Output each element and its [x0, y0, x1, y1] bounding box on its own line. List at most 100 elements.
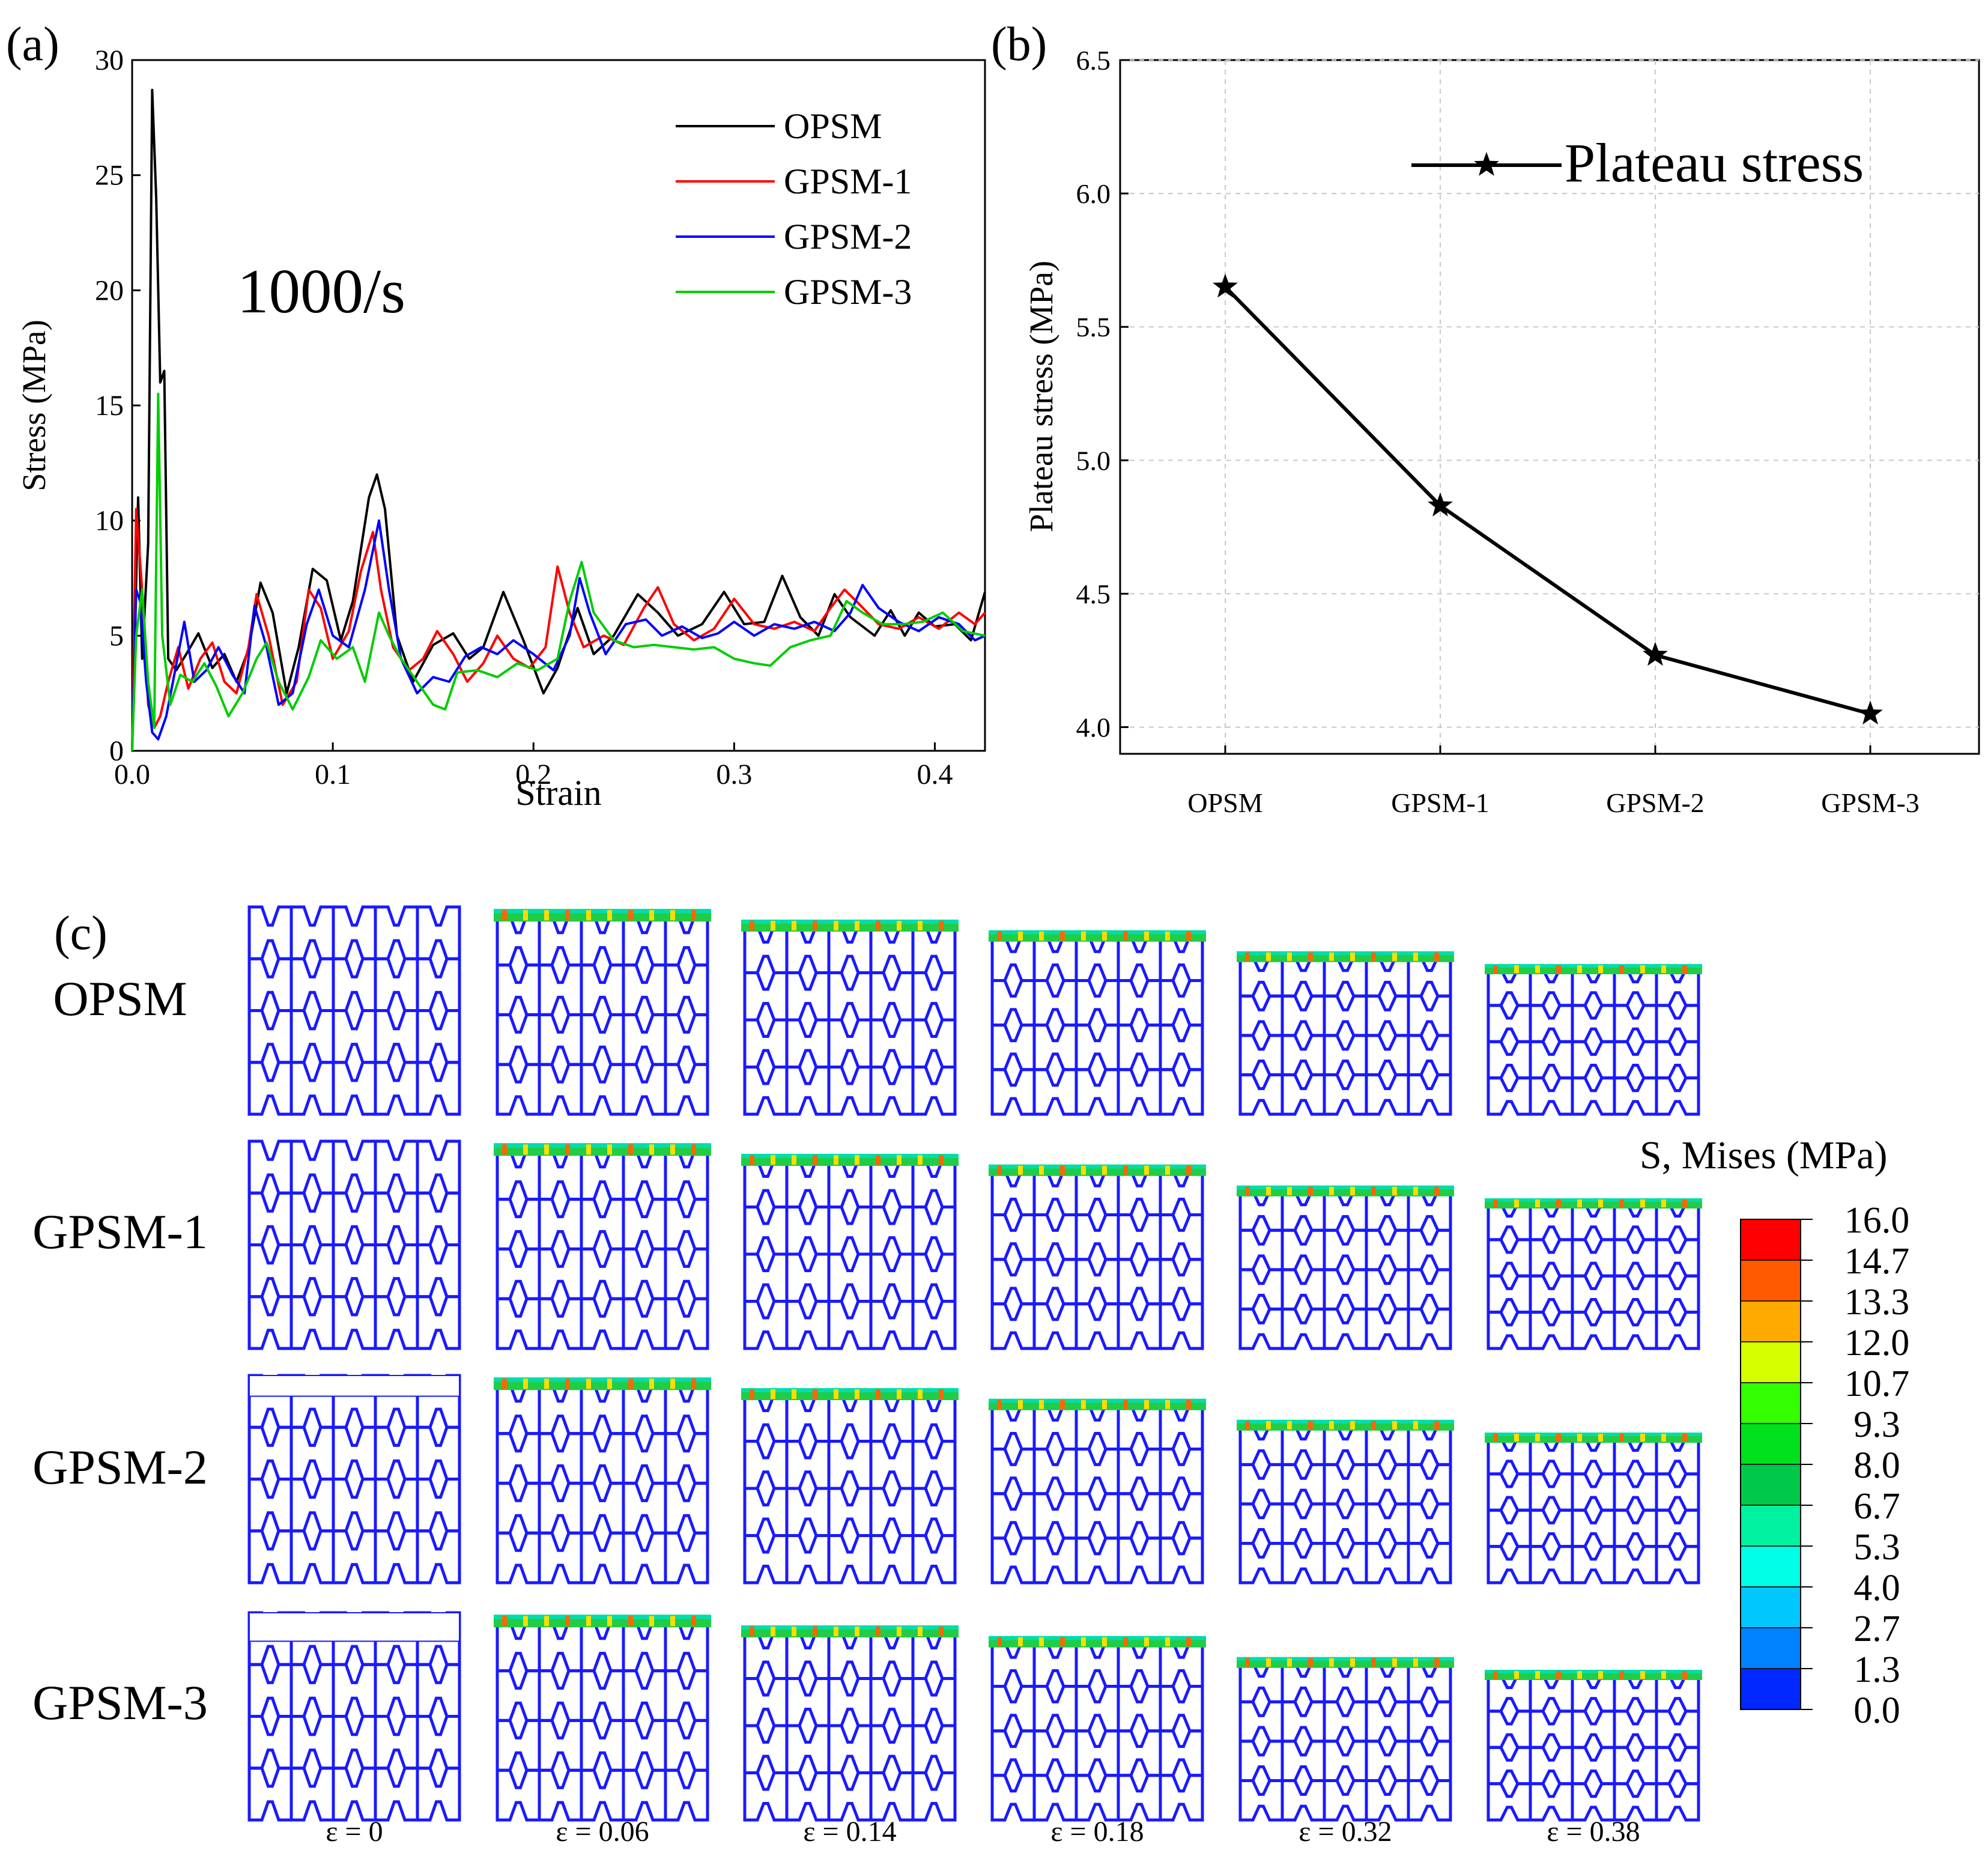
lattice-cell [1238, 1661, 1284, 1703]
plateau-stress-point [1213, 273, 1238, 298]
lattice-cell [1613, 1202, 1658, 1242]
stress-hotspot [876, 1627, 880, 1637]
lattice-cell [247, 1139, 293, 1195]
lattice-cell [1323, 1779, 1368, 1822]
crushed-layer-highlight [989, 1398, 1206, 1403]
lattice-cell [911, 1158, 957, 1209]
lattice-cell [1323, 1034, 1368, 1076]
lattice-cell [1365, 1502, 1410, 1545]
lattice-cell [580, 963, 625, 1016]
lattice-cell [538, 1148, 583, 1201]
lattice-cell [495, 1013, 541, 1066]
lattice-cell [1365, 1268, 1410, 1311]
y-tick-label: 5 [109, 620, 124, 652]
stress-hotspot [1245, 1421, 1250, 1430]
stress-hotspot [1144, 1400, 1149, 1409]
stress-hotspot [1123, 1400, 1128, 1409]
lattice-cell [1365, 1073, 1410, 1116]
panel-c-deformation-grid [247, 905, 1702, 1822]
lattice-cell [1117, 1448, 1162, 1496]
colorbar-label: 1.3 [1853, 1649, 1900, 1690]
stress-hotspot [855, 1155, 859, 1165]
y-tick-label: 25 [95, 160, 124, 192]
lattice-cell [1571, 1311, 1616, 1350]
lattice-cell [1238, 955, 1284, 998]
stress-hotspot [502, 1378, 507, 1389]
stress-hotspot [1081, 1637, 1086, 1646]
lattice-cell [1238, 1700, 1284, 1743]
strain-label: ε = 0.38 [1547, 1816, 1640, 1848]
stress-hotspot [1577, 965, 1582, 973]
stress-hotspot [649, 1144, 654, 1155]
stress-hotspot [1434, 1421, 1439, 1430]
panel-b-frame [1119, 59, 1980, 755]
stress-hotspot [1640, 1434, 1645, 1442]
lattice-cell [1323, 1700, 1368, 1743]
lattice-cell [538, 1619, 583, 1673]
stress-hotspot [1535, 1199, 1540, 1207]
lattice-cell [1280, 1739, 1326, 1782]
stress-hotspot [691, 1144, 696, 1155]
crushed-layer-highlight [494, 1615, 711, 1619]
lattice-cell [1117, 979, 1162, 1027]
lattice-cell [1655, 1436, 1700, 1476]
lattice-cell [1407, 1463, 1452, 1506]
x-tick-label: 0.1 [315, 759, 351, 790]
lattice-cell [580, 914, 625, 967]
lattice-cell [622, 1432, 667, 1485]
colorbar-segment [1740, 1219, 1801, 1261]
lattice-cell [332, 1478, 377, 1533]
lattice-cell [1117, 1302, 1162, 1350]
lattice-cell [332, 1139, 377, 1195]
crushed-layer-highlight [494, 1377, 711, 1382]
lattice-cell [495, 1198, 541, 1251]
lattice-cell [289, 1663, 335, 1718]
lattice-cell [1032, 1685, 1078, 1733]
stress-hotspot [813, 1389, 817, 1400]
mises-colorbar: S, Mises (MPa) 16.014.713.312.010.79.38.… [1640, 1133, 1909, 1731]
lattice-cell [1407, 955, 1452, 998]
lattice-cell [785, 1440, 831, 1490]
lattice-cell [1486, 1040, 1532, 1080]
lattice-cell [664, 1198, 709, 1251]
lattice-cell [1655, 1238, 1700, 1278]
lattice-cell [1159, 1302, 1204, 1350]
stress-hotspot [1308, 1658, 1313, 1667]
colorbar-segment [1740, 1464, 1801, 1506]
stress-hotspot [565, 1378, 570, 1389]
stress-hotspot [586, 1378, 591, 1389]
deformation-snapshot [1237, 951, 1454, 1116]
stress-hotspot [1413, 1421, 1418, 1430]
lattice-cell [1032, 1640, 1078, 1688]
x-tick-label: 0.2 [515, 759, 551, 790]
lattice-cell [580, 1432, 625, 1485]
lattice-cell [580, 1718, 625, 1772]
lattice-cell [1655, 1472, 1700, 1512]
lattice-cell [1117, 1729, 1162, 1777]
lattice-cell [827, 1252, 873, 1303]
lattice-cell [869, 1392, 915, 1443]
deformation-snapshot [494, 1615, 711, 1822]
colorbar-label: 5.3 [1853, 1527, 1900, 1568]
lattice-cell [1571, 1545, 1616, 1585]
lattice-cell [622, 1481, 667, 1535]
lattice-cell [416, 1295, 461, 1350]
lattice-cell [332, 1529, 377, 1585]
lattice-cell [374, 1767, 419, 1822]
lattice-cell [247, 1529, 293, 1585]
lattice-cell [332, 1191, 377, 1246]
stress-hotspot [1018, 1165, 1023, 1175]
colorbar-label: 6.7 [1853, 1486, 1900, 1527]
lattice-cell [1655, 1745, 1700, 1786]
series-line-gpsm-1 [131, 508, 986, 751]
lattice-cell [911, 1440, 957, 1490]
lattice-cell [1238, 994, 1284, 1037]
deformation-snapshot [989, 1636, 1206, 1822]
lattice-cell [374, 957, 419, 1012]
lattice-cell [289, 1767, 335, 1822]
lattice-cell [743, 1630, 789, 1680]
lattice-cell [911, 1066, 957, 1116]
stress-hotspot [1102, 931, 1107, 941]
lattice-cell [374, 1243, 419, 1299]
lattice-cell [827, 1534, 873, 1585]
